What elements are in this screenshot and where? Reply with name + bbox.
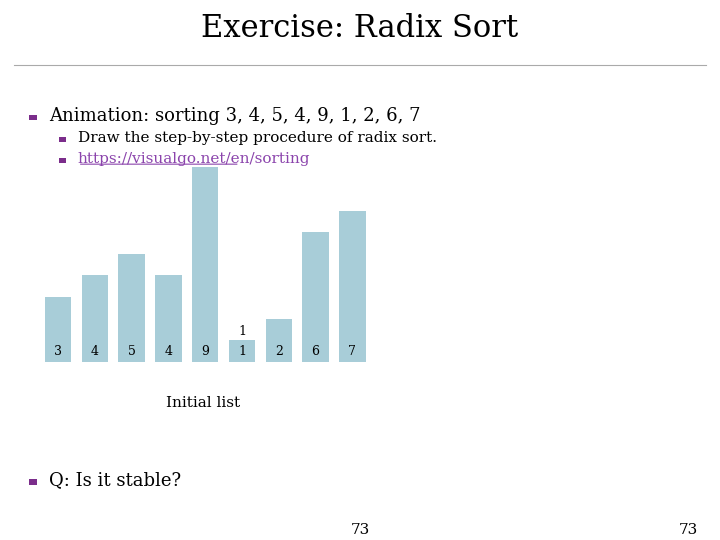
Text: 4: 4 — [164, 345, 172, 358]
FancyBboxPatch shape — [59, 138, 66, 142]
FancyBboxPatch shape — [29, 479, 37, 484]
Text: 5: 5 — [127, 345, 135, 358]
FancyBboxPatch shape — [29, 115, 37, 120]
Text: 73: 73 — [351, 523, 369, 537]
Bar — [155, 275, 181, 362]
Text: 3: 3 — [54, 345, 62, 358]
Bar — [118, 254, 145, 362]
Text: Initial list: Initial list — [166, 396, 240, 410]
Text: Animation: sorting 3, 4, 5, 4, 9, 1, 2, 6, 7: Animation: sorting 3, 4, 5, 4, 9, 1, 2, … — [49, 107, 420, 125]
Text: 6: 6 — [312, 345, 320, 358]
Text: 9: 9 — [202, 345, 209, 358]
Bar — [339, 211, 366, 362]
Bar — [229, 340, 256, 362]
Text: 73: 73 — [679, 523, 698, 537]
Bar — [192, 167, 218, 362]
Text: 1: 1 — [238, 325, 246, 338]
Text: 4: 4 — [91, 345, 99, 358]
Text: Draw the step-by-step procedure of radix sort.: Draw the step-by-step procedure of radix… — [78, 131, 437, 145]
FancyBboxPatch shape — [59, 158, 66, 163]
Bar — [45, 297, 71, 362]
Bar — [81, 275, 108, 362]
Text: 1: 1 — [238, 345, 246, 358]
Text: 2: 2 — [275, 345, 283, 358]
Text: Exercise: Radix Sort: Exercise: Radix Sort — [202, 12, 518, 44]
Bar — [302, 232, 329, 362]
Text: 7: 7 — [348, 345, 356, 358]
Text: https://visualgo.net/en/sorting: https://visualgo.net/en/sorting — [78, 152, 310, 166]
Bar — [266, 319, 292, 362]
Text: Q: Is it stable?: Q: Is it stable? — [49, 471, 181, 489]
